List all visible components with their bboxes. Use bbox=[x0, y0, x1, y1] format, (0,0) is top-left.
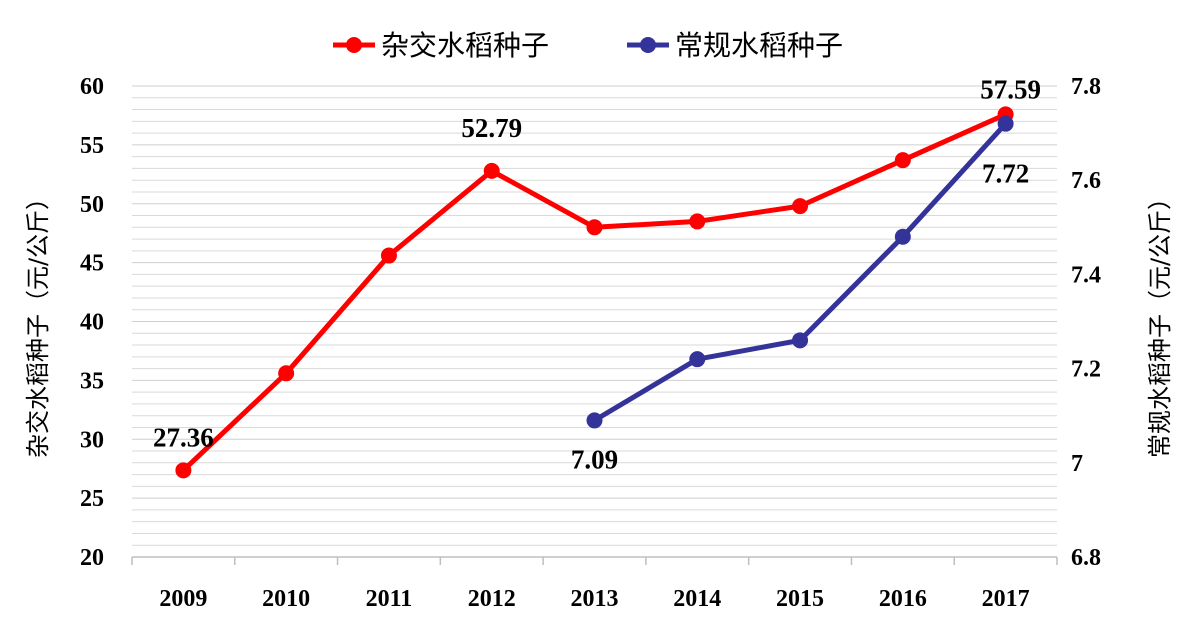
right-tick-label: 7 bbox=[1071, 451, 1083, 477]
x-tick-label: 2009 bbox=[159, 586, 207, 612]
x-tick-label: 2015 bbox=[776, 586, 824, 612]
data-point-0 bbox=[586, 219, 603, 236]
legend: 杂交水稻种子 常规水稻种子 bbox=[333, 29, 843, 62]
left-tick-label: 25 bbox=[80, 486, 104, 512]
data-point-1 bbox=[792, 332, 809, 349]
gridlines bbox=[132, 85, 1057, 546]
x-tick-label: 2010 bbox=[262, 586, 310, 612]
data-point-0 bbox=[380, 247, 397, 264]
axes: 20 25 30 35 40 45 50 55 60 6.8 7 7.2 7.4 7.6 7.8 2009 20… bbox=[80, 74, 1101, 612]
left-axis-title: 杂交水稻种子（元/公斤） bbox=[24, 186, 52, 458]
legend-item-conventional[interactable]: 常规水稻种子 bbox=[627, 29, 843, 62]
left-tick-label: 40 bbox=[80, 310, 104, 336]
left-tick-label: 55 bbox=[80, 133, 104, 159]
legend-hybrid-label: 杂交水稻种子 bbox=[381, 29, 549, 62]
right-tick-label: 6.8 bbox=[1071, 545, 1101, 571]
right-tick-label: 7.4 bbox=[1071, 262, 1101, 288]
data-point-1 bbox=[997, 115, 1014, 132]
left-tick-label: 30 bbox=[80, 427, 104, 453]
legend-hybrid-marker bbox=[346, 37, 362, 53]
right-tick-label: 7.8 bbox=[1071, 74, 1101, 100]
data-point-0 bbox=[894, 152, 911, 169]
data-point-1 bbox=[689, 351, 706, 368]
data-label: 52.79 bbox=[461, 113, 522, 143]
data-point-0 bbox=[175, 462, 192, 479]
data-point-1 bbox=[586, 412, 603, 429]
data-point-0 bbox=[792, 198, 809, 215]
right-axis-title: 常规水稻种子（元/公斤） bbox=[1146, 186, 1174, 458]
x-tick-label: 2017 bbox=[982, 586, 1030, 612]
legend-conventional-label: 常规水稻种子 bbox=[675, 29, 843, 62]
right-tick-label: 7.2 bbox=[1071, 357, 1101, 383]
left-tick-label: 60 bbox=[80, 74, 104, 100]
data-point-0 bbox=[689, 213, 706, 230]
data-label: 57.59 bbox=[980, 74, 1041, 104]
data-label: 7.09 bbox=[571, 444, 618, 474]
right-tick-label: 7.6 bbox=[1071, 168, 1101, 194]
left-tick-label: 35 bbox=[80, 368, 104, 394]
left-tick-label: 45 bbox=[80, 251, 104, 277]
left-tick-label: 50 bbox=[80, 192, 104, 218]
legend-item-hybrid[interactable]: 杂交水稻种子 bbox=[333, 29, 549, 62]
x-tick-label: 2012 bbox=[468, 586, 516, 612]
data-labels: 27.36 52.79 57.59 7.09 7.72 bbox=[153, 74, 1041, 474]
data-point-0 bbox=[278, 365, 295, 382]
data-label: 27.36 bbox=[153, 422, 214, 452]
data-label: 7.72 bbox=[982, 159, 1029, 189]
data-point-1 bbox=[894, 228, 911, 245]
legend-conventional-marker bbox=[640, 37, 656, 53]
x-tick-label: 2011 bbox=[366, 586, 413, 612]
left-tick-label: 20 bbox=[80, 545, 104, 571]
x-tick-label: 2016 bbox=[879, 586, 927, 612]
x-tick-label: 2014 bbox=[673, 586, 721, 612]
series-lines bbox=[175, 106, 1014, 479]
data-point-0 bbox=[483, 162, 500, 179]
x-tick-label: 2013 bbox=[571, 586, 619, 612]
